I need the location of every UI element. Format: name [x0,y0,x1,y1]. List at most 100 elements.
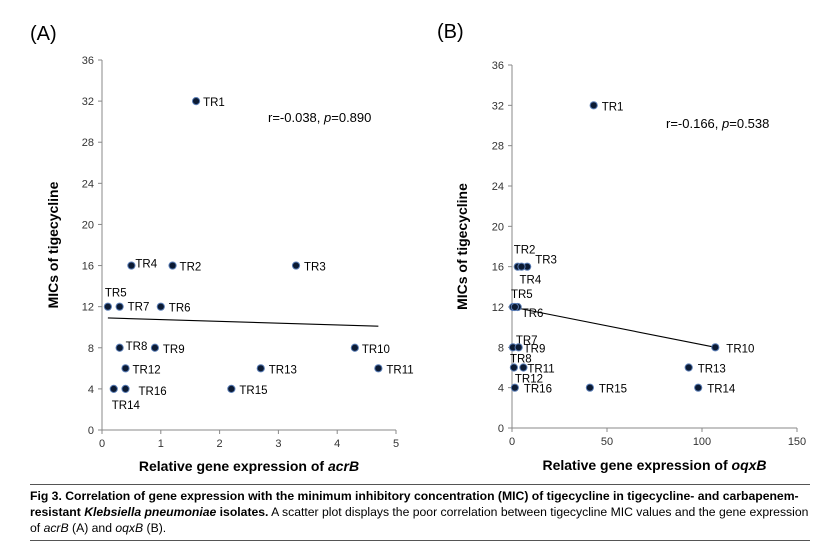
caption-body-end: (B). [143,521,167,535]
point-label-tr4: TR4 [135,259,157,271]
point-tr4 [517,262,526,271]
point-label-tr6: TR6 [522,308,544,320]
annotation-p-symbol: p [323,110,331,125]
y-tick-label: 24 [492,181,504,193]
trend-line [107,317,379,327]
point-tr6 [156,302,165,311]
x-axis-title-gene: oqxB [732,457,767,473]
point-tr11 [519,363,528,372]
point-tr15 [227,384,236,393]
point-label-tr3: TR3 [535,255,557,267]
caption-title: Fig 3. Correlation of gene expression wi… [30,489,799,519]
point-label-tr7: TR7 [128,302,150,314]
caption-species: Klebsiella pneumoniae [84,505,217,519]
point-label-tr16: TR16 [524,384,552,396]
point-tr13 [684,363,693,372]
annotation-r: r=-0.166, [666,116,722,131]
x-tick-label: 3 [275,438,281,450]
point-tr10 [711,343,720,352]
x-tick-label: 50 [601,436,613,448]
point-label-tr1: TR1 [602,101,624,113]
correlation-annotation: r=-0.038, p=0.890 [268,110,371,125]
x-tick-label: 5 [393,438,399,450]
x-tick-label: 4 [334,438,340,450]
point-label-tr5: TR5 [511,289,533,301]
point-tr12 [121,364,130,373]
y-tick-label: 32 [82,96,94,108]
y-tick-label: 36 [82,55,94,67]
caption-body-mid: (A) and [68,521,116,535]
y-axis-title: MICs of tigecycline [454,183,470,310]
x-axis-title-text: Relative gene expression of [139,458,328,474]
point-tr3 [291,261,301,270]
point-label-tr11: TR11 [527,364,554,376]
point-tr16 [510,383,519,392]
x-axis-title: Relative gene expression of oqxB [542,457,766,473]
point-label-tr12: TR12 [515,374,543,386]
point-tr10 [350,343,359,352]
point-tr16 [121,384,130,393]
point-tr12 [509,363,519,372]
y-tick-label: 20 [82,219,94,231]
point-label-tr13: TR13 [698,364,726,376]
x-tick-label: 100 [693,436,711,448]
y-tick-label: 20 [492,221,504,233]
y-tick-label: 0 [498,423,504,435]
point-label-tr8: TR8 [126,341,148,353]
figure-caption: Fig 3. Correlation of gene expression wi… [30,488,810,536]
point-label-tr5: TR5 [105,288,127,300]
point-tr2 [168,261,177,270]
annotation-r: r=-0.038, [268,110,324,125]
annotation-p-symbol: p [721,116,729,131]
y-tick-label: 36 [492,60,504,72]
x-tick-label: 1 [158,438,164,450]
point-label-tr9: TR9 [163,344,185,356]
point-tr5 [103,302,112,311]
point-tr13 [256,364,265,373]
y-tick-label: 28 [492,141,504,153]
y-tick-label: 8 [498,342,504,354]
point-label-tr7: TR7 [516,335,538,347]
point-tr7 [510,302,519,312]
point-tr14 [109,384,118,393]
panel-label: (A) [30,23,57,45]
point-label-tr14: TR14 [112,400,141,412]
point-tr11 [374,364,383,373]
point-label-tr1: TR1 [203,97,225,109]
y-tick-label: 16 [82,261,94,273]
y-tick-label: 24 [82,178,94,190]
point-tr7 [115,302,124,311]
x-tick-label: 0 [99,438,105,450]
point-tr9 [150,343,160,352]
x-tick-label: 2 [217,438,223,450]
point-label-tr4: TR4 [520,275,542,287]
point-label-tr12: TR12 [133,364,161,376]
y-tick-label: 4 [88,384,94,396]
point-label-tr2: TR2 [180,262,202,274]
point-label-tr10: TR10 [362,344,390,356]
point-label-tr14: TR14 [707,384,736,396]
x-tick-label: 0 [509,436,515,448]
point-tr15 [585,383,595,392]
point-label-tr10: TR10 [726,343,754,355]
y-tick-label: 4 [498,383,504,395]
point-tr14 [694,383,703,392]
caption-body: A scatter plot displays the poor correla… [30,505,809,535]
point-label-tr15: TR15 [239,385,267,397]
point-tr1 [589,101,598,110]
point-label-tr16: TR16 [139,386,167,398]
point-label-tr11: TR11 [386,364,413,376]
point-label-tr9: TR9 [524,343,546,355]
x-tick-label: 150 [788,436,806,448]
correlation-annotation: r=-0.166, p=0.538 [666,116,769,131]
x-axis-title: Relative gene expression of acrB [139,458,359,474]
point-label-tr8: TR8 [510,353,532,365]
caption-title-end: isolates. [216,505,269,519]
point-tr1 [191,97,201,106]
annotation-p-value: =0.890 [331,110,371,125]
panel-b: (B) 0 4 8 12 16 20 24 28 32 36 0 50 100 150 MICs of tig… [437,21,806,473]
point-label-tr6: TR6 [169,303,191,315]
point-tr9 [514,343,523,352]
y-tick-label: 32 [492,100,504,112]
point-label-tr13: TR13 [269,364,297,376]
